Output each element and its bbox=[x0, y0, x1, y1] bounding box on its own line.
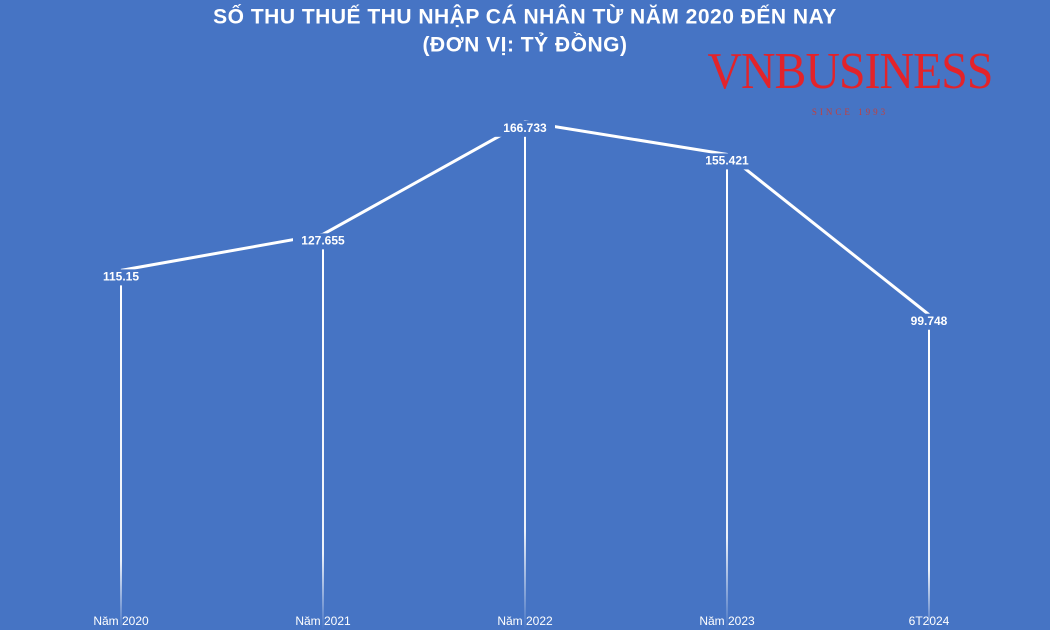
value-label: 155.421 bbox=[705, 154, 749, 168]
value-label-bg bbox=[899, 313, 959, 330]
value-label-bg bbox=[697, 153, 757, 170]
x-tick-label: Năm 2022 bbox=[497, 614, 553, 628]
drop-line bbox=[928, 328, 930, 630]
value-label: 166.733 bbox=[503, 121, 547, 135]
value-label-bg bbox=[293, 233, 353, 250]
value-label: 115.15 bbox=[103, 270, 139, 284]
x-tick-label: Năm 2021 bbox=[295, 614, 351, 628]
value-label-bg bbox=[495, 120, 555, 137]
chart-subtitle: (ĐƠN VỊ: TỶ ĐỒNG) bbox=[423, 33, 628, 57]
value-label: 127.655 bbox=[301, 234, 345, 248]
logo: VNBUSINESS bbox=[708, 43, 993, 100]
drop-line bbox=[322, 248, 324, 630]
value-label: 99.748 bbox=[911, 314, 948, 328]
value-label-bg bbox=[91, 269, 151, 286]
drop-line bbox=[726, 168, 728, 630]
x-tick-label: Năm 2020 bbox=[93, 614, 149, 628]
drop-line bbox=[120, 284, 122, 630]
x-tick-label: Năm 2023 bbox=[699, 614, 755, 628]
drop-line bbox=[524, 135, 526, 630]
x-tick-label: 6T2024 bbox=[909, 614, 950, 628]
logo-tagline: SINCE 1993 bbox=[812, 107, 888, 117]
chart-title: SỐ THU THUẾ THU NHẬP CÁ NHÂN TỪ NĂM 2020… bbox=[213, 5, 837, 29]
